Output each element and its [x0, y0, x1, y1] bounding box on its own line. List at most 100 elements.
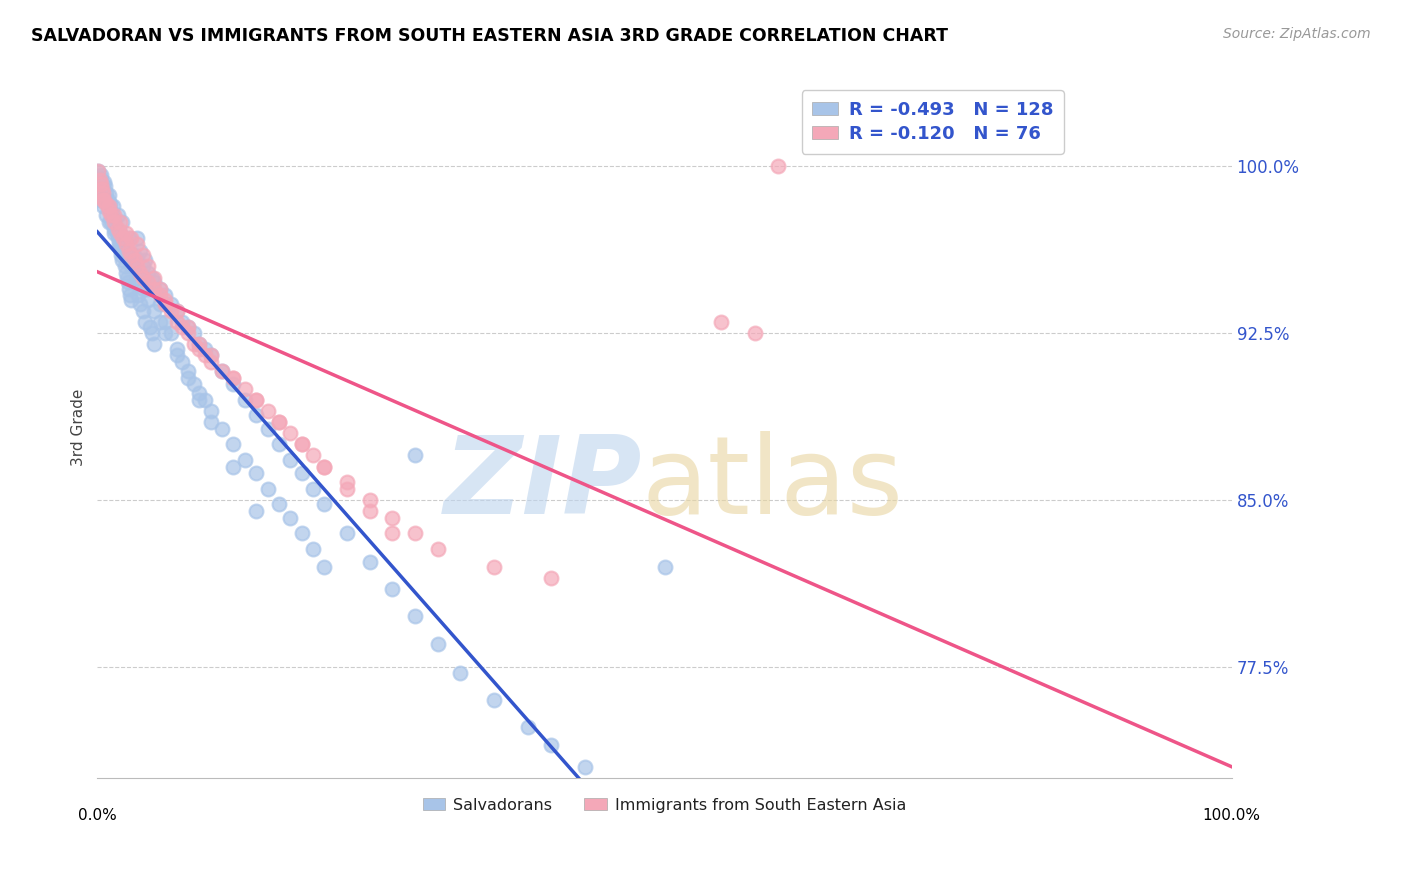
Point [93, 175, 115, 189]
Point [91, 199, 114, 213]
Text: 100.0%: 100.0% [1202, 808, 1261, 823]
Point [138, 293, 160, 307]
Point [155, 293, 177, 307]
Point [143, 337, 166, 351]
Point [138, 319, 160, 334]
Point [200, 348, 222, 362]
Point [194, 348, 217, 362]
Point [112, 230, 135, 244]
Point [122, 260, 145, 274]
Point [278, 426, 301, 441]
Point [404, 449, 426, 463]
Point [211, 364, 233, 378]
Point [149, 315, 172, 329]
Point [104, 221, 127, 235]
Point [118, 230, 141, 244]
Point [194, 342, 217, 356]
Point [111, 252, 134, 267]
Point [256, 404, 278, 418]
Point [267, 415, 290, 429]
Point [132, 270, 155, 285]
Point [177, 370, 200, 384]
Point [200, 404, 222, 418]
Point [136, 282, 159, 296]
Point [381, 582, 404, 596]
Point [125, 252, 148, 267]
Point [484, 559, 506, 574]
Point [188, 386, 211, 401]
Point [155, 288, 177, 302]
Point [222, 459, 245, 474]
Point [166, 304, 188, 318]
Point [143, 282, 166, 296]
Point [108, 215, 131, 229]
Point [108, 237, 131, 252]
Point [96, 186, 118, 200]
Point [143, 275, 166, 289]
Point [114, 260, 136, 274]
Text: ZIP: ZIP [443, 431, 643, 537]
Point [188, 392, 211, 407]
Point [138, 260, 160, 274]
Point [177, 364, 200, 378]
Point [96, 197, 118, 211]
Point [314, 459, 336, 474]
Point [101, 208, 124, 222]
Point [336, 482, 359, 496]
Point [222, 377, 245, 392]
Point [90, 181, 112, 195]
Point [211, 364, 233, 378]
Point [94, 179, 117, 194]
Point [302, 541, 325, 556]
Point [233, 453, 256, 467]
Point [108, 242, 131, 256]
Point [183, 326, 205, 341]
Point [314, 559, 336, 574]
Point [132, 282, 155, 296]
Point [166, 348, 188, 362]
Point [183, 377, 205, 392]
Point [138, 266, 160, 280]
Point [188, 337, 211, 351]
Point [290, 437, 312, 451]
Point [766, 160, 789, 174]
Point [103, 199, 125, 213]
Point [120, 230, 142, 244]
Point [278, 453, 301, 467]
Point [290, 526, 312, 541]
Point [115, 270, 138, 285]
Point [93, 193, 115, 207]
Point [96, 208, 118, 222]
Point [108, 237, 131, 252]
Text: SALVADORAN VS IMMIGRANTS FROM SOUTH EASTERN ASIA 3RD GRADE CORRELATION CHART: SALVADORAN VS IMMIGRANTS FROM SOUTH EAST… [31, 27, 948, 45]
Point [381, 510, 404, 524]
Point [87, 164, 110, 178]
Point [114, 237, 136, 252]
Point [404, 526, 426, 541]
Point [149, 282, 172, 296]
Point [172, 319, 194, 334]
Point [290, 467, 312, 481]
Point [141, 270, 163, 285]
Point [267, 437, 290, 451]
Point [91, 181, 114, 195]
Point [105, 226, 128, 240]
Point [107, 208, 129, 222]
Point [188, 337, 211, 351]
Point [155, 326, 177, 341]
Point [125, 230, 148, 244]
Point [302, 482, 325, 496]
Point [138, 275, 160, 289]
Point [90, 169, 112, 183]
Point [132, 304, 155, 318]
Point [426, 638, 449, 652]
Point [654, 559, 676, 574]
Point [110, 248, 132, 262]
Point [117, 275, 139, 289]
Point [245, 504, 267, 518]
Point [177, 319, 200, 334]
Point [134, 252, 156, 267]
Point [336, 526, 359, 541]
Point [517, 720, 540, 734]
Point [278, 510, 301, 524]
